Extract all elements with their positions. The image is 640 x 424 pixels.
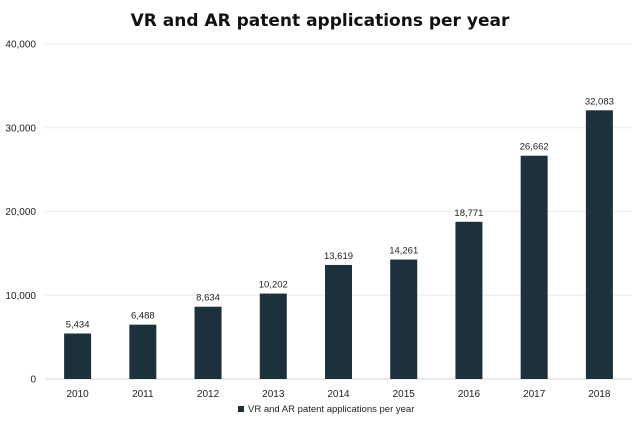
y-tick-label: 0: [30, 375, 36, 386]
x-tick-label: 2013: [262, 389, 285, 400]
bar: [259, 293, 287, 379]
x-tick-label: 2010: [66, 389, 89, 400]
bar: [455, 221, 483, 379]
y-tick-label: 40,000: [5, 40, 36, 51]
bars: [64, 110, 613, 380]
x-tick-label: 2012: [197, 389, 220, 400]
x-tick-label: 2011: [132, 389, 154, 400]
data-label: 13,619: [324, 251, 353, 262]
legend-swatch: [238, 406, 244, 412]
data-label: 26,662: [520, 142, 549, 153]
data-label: 8,634: [196, 293, 220, 304]
bar: [64, 333, 92, 379]
bar: [585, 110, 613, 380]
data-labels: 5,434 6,488 8,634 10,202 13,619 14,261 18,771 2…: [66, 96, 614, 330]
bar: [390, 259, 418, 379]
bar: [520, 155, 548, 379]
data-label: 14,261: [389, 246, 418, 257]
x-tick-label: 2014: [327, 389, 350, 400]
chart-title: VR and AR patent applications per year: [131, 11, 510, 31]
x-tick-label: 2016: [458, 389, 481, 400]
bar: [325, 264, 352, 379]
legend-label: VR and AR patent applications per year: [248, 404, 414, 415]
data-label: 10,202: [259, 280, 288, 291]
bar: [129, 324, 157, 379]
y-tick-label: 10,000: [5, 291, 36, 302]
y-axis-tick-labels: 0 10,000 20,000 30,000 40,000: [5, 40, 36, 386]
x-axis-tick-labels: 2010 2011 2012 2013 2014 2015 2016 2017 2018: [66, 389, 610, 400]
y-tick-label: 30,000: [5, 123, 36, 134]
data-label: 5,434: [66, 319, 90, 330]
x-tick-label: 2015: [393, 389, 416, 400]
x-tick-label: 2017: [523, 389, 546, 400]
data-label: 6,488: [131, 311, 155, 322]
bar: [194, 306, 222, 379]
data-label: 18,771: [454, 208, 483, 219]
y-tick-label: 20,000: [5, 207, 36, 218]
x-tick-label: 2018: [588, 389, 611, 400]
legend: VR and AR patent applications per year: [238, 404, 414, 415]
data-label: 32,083: [585, 96, 614, 107]
